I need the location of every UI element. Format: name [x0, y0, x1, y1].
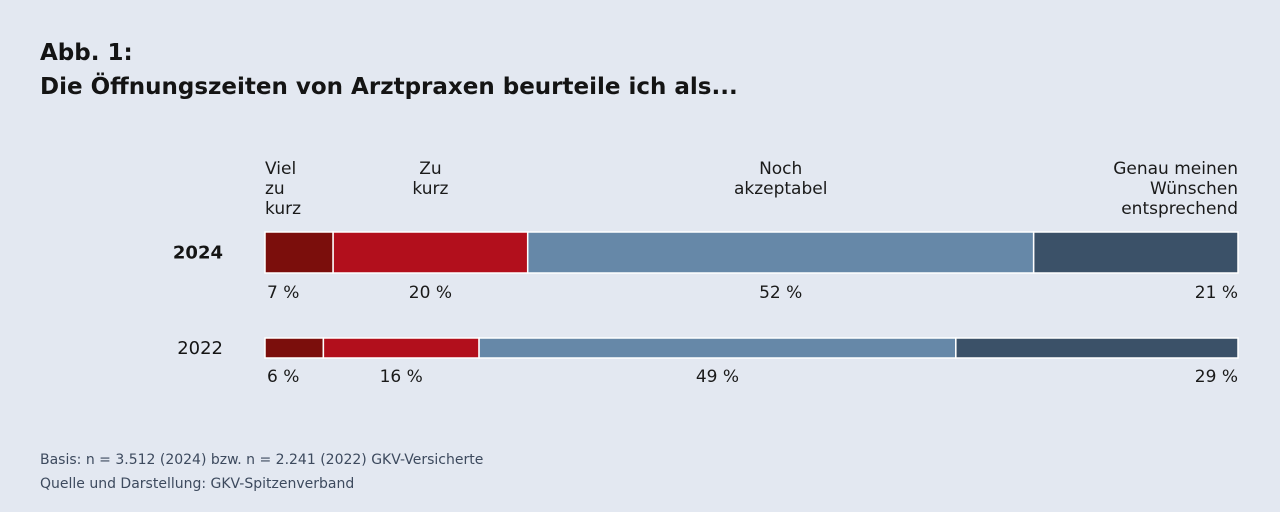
bar-segment-2022-2 [478, 337, 957, 359]
bar-segment-2024-0 [264, 231, 334, 274]
legend-label-0: Viel zu kurz [265, 159, 301, 219]
legend-label-1: Zu kurz [412, 159, 448, 199]
value-label-2022-2: 49 % [696, 367, 739, 387]
title-line-1: Abb. 1: [40, 40, 133, 66]
chart-title: Abb. 1: Die Öffnungszeiten von Arztpraxe… [40, 36, 738, 104]
basis-note: Basis: n = 3.512 (2024) bzw. n = 2.241 (… [40, 452, 484, 468]
source-note: Quelle und Darstellung: GKV-Spitzenverba… [40, 476, 355, 492]
value-label-2022-0: 6 % [267, 367, 299, 387]
value-label-2024-3: 21 % [1195, 283, 1238, 303]
row-label-2022: 2022 [177, 338, 223, 359]
value-label-2024-0: 7 % [267, 283, 299, 303]
bar-segment-2024-3 [1032, 231, 1239, 274]
value-label-2022-3: 29 % [1195, 367, 1238, 387]
bar-segment-2022-0 [264, 337, 325, 359]
value-label-2024-2: 52 % [759, 283, 802, 303]
bar-segment-2024-2 [526, 231, 1035, 274]
legend-label-2: Noch akzeptabel [734, 159, 828, 199]
value-label-2024-1: 20 % [409, 283, 452, 303]
chart-footer: Basis: n = 3.512 (2024) bzw. n = 2.241 (… [40, 448, 483, 496]
value-label-2022-1: 16 % [380, 367, 423, 387]
bar-segment-2022-3 [955, 337, 1239, 359]
title-line-2: Die Öffnungszeiten von Arztpraxen beurte… [40, 74, 738, 100]
bar-segment-2022-1 [322, 337, 480, 359]
bar-segment-2024-1 [332, 231, 529, 274]
row-label-2024: 2024 [173, 243, 223, 264]
legend-label-3: Genau meinen Wünschen entsprechend [1113, 159, 1238, 219]
